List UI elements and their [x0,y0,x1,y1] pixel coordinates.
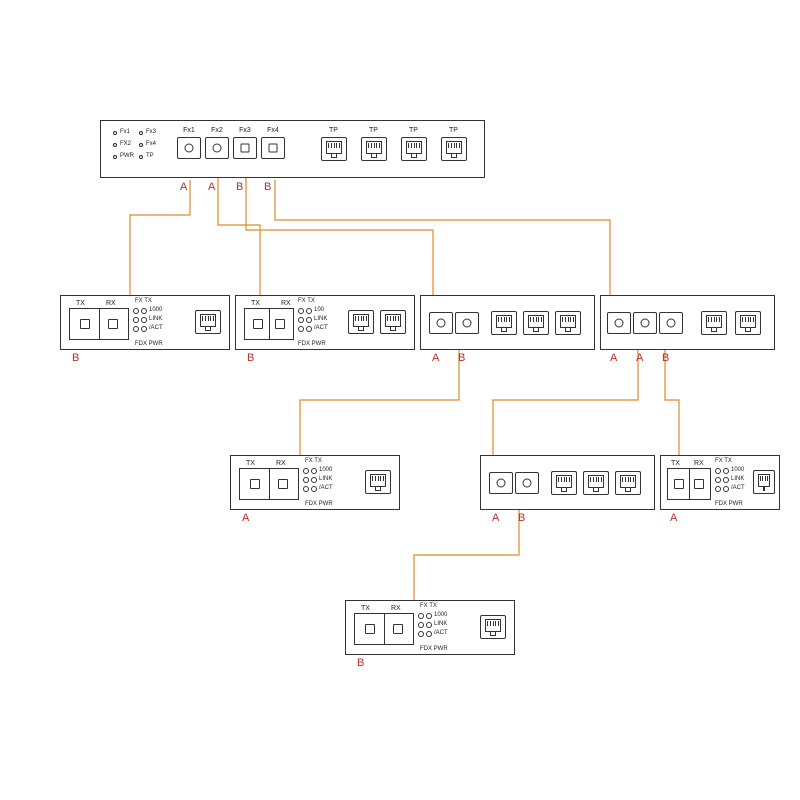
fx-port-1 [177,137,201,159]
fx-port [429,312,453,334]
tp-port [361,137,387,161]
media-converter: TXRX FX TX 1000 LINK /ACT FDX PWR [230,455,400,510]
tp-port [321,137,347,161]
fx-port [455,312,479,334]
switch-2fx-3tp [420,295,595,350]
media-converter: TXRX FX TX 1000 LINK /ACT FDX PWR [345,600,515,655]
fx-port-2 [205,137,229,159]
fx-port-4 [261,137,285,159]
media-converter: TXRX FX TX 1000 LINK /ACT FDX PWR [660,455,780,510]
tp-port [401,137,427,161]
media-converter-2rj: TXRX FX TX 100 LINK /ACT FDX PWR [235,295,415,350]
fx-port [659,312,683,334]
top-switch: Fx1 Fx3 FX2 Fx4 PWR TP Fx1 Fx2 Fx3 Fx4 T… [100,120,485,178]
switch-2fx-3tp [480,455,655,510]
switch-3fx-2tp [600,295,775,350]
fx-port [607,312,631,334]
fx-port [633,312,657,334]
fx-port-3 [233,137,257,159]
tp-port [441,137,467,161]
media-converter: TXRX FX TX 1000 LINK /ACT FDX PWR [60,295,230,350]
